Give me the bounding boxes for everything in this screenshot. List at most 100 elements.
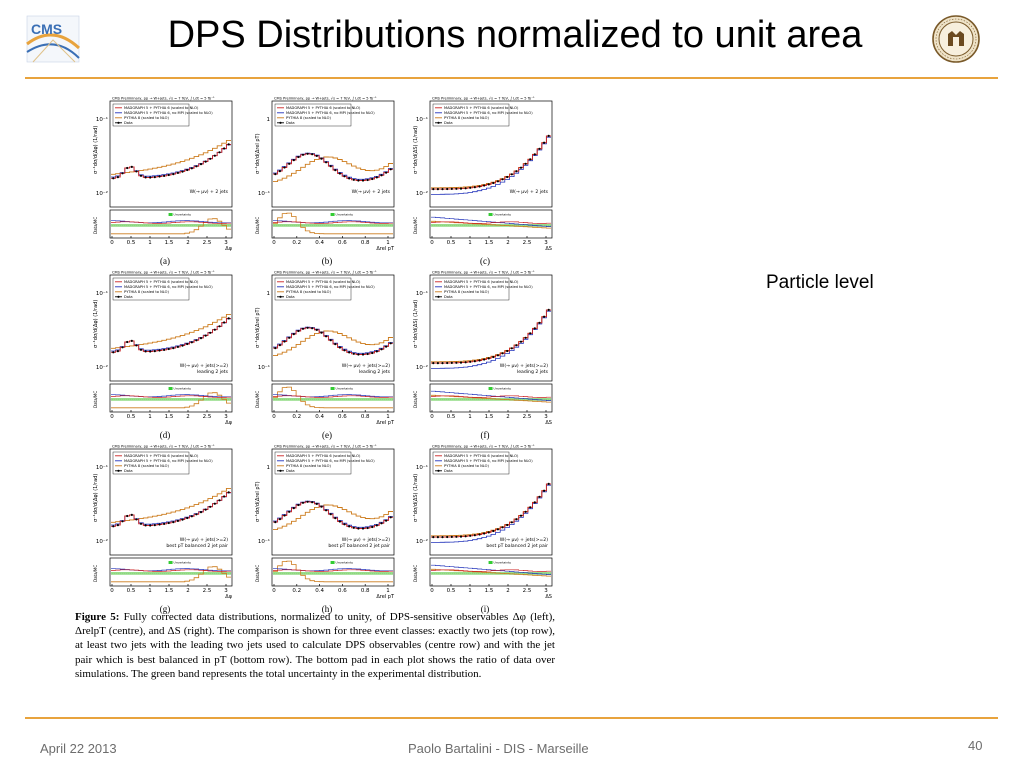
data-point (167, 173, 170, 177)
data-point (278, 518, 281, 521)
ratio-pythia8 (431, 220, 551, 229)
data-point (121, 520, 124, 523)
x-axis-label: Δrel pT (376, 420, 395, 426)
x-tick-label: 3 (544, 414, 548, 420)
figure-caption: Figure 5: Fully corrected data distribut… (75, 610, 555, 681)
data-point (163, 174, 166, 177)
data-point (380, 174, 383, 177)
data-point (209, 331, 212, 334)
uncertainty-band (111, 224, 231, 227)
x-axis-label: Δφ (225, 246, 232, 252)
legend-label: MADGRAPH 5 + PYTHIA 6 (scaled to NLO) (444, 280, 519, 284)
data-point (139, 348, 143, 351)
selection-label-2: best pT balanced 2 jet pair (486, 543, 548, 549)
y-tick-label: 10⁻¹ (258, 364, 270, 371)
selection-label: W(→ μν) + jets(>=2) (180, 537, 228, 543)
band-legend-label: Uncertainty (336, 213, 354, 217)
data-point (524, 162, 527, 165)
data-point (483, 358, 486, 361)
data-point (519, 514, 523, 517)
data-point (496, 180, 499, 183)
x-tick-label: 0 (110, 588, 114, 594)
caption-text: Fully corrected data distributions, norm… (75, 611, 556, 680)
data-point (227, 143, 230, 146)
x-tick-label: 1 (468, 240, 472, 246)
data-point (533, 327, 536, 330)
data-point (432, 188, 435, 191)
x-tick-label: 1 (148, 414, 152, 420)
legend-label: MADGRAPH 5 + PYTHIA 6 (scaled to NLO) (124, 106, 199, 110)
header-divider (25, 77, 998, 79)
data-point (450, 187, 453, 190)
x-tick-label: 2 (186, 414, 190, 420)
x-tick-label: 1 (386, 588, 390, 594)
main-frame (429, 448, 553, 556)
main-frame (109, 100, 233, 208)
dps-plot-i: CMS Preliminary, pp → W+jets, √s = 7 TeV… (410, 441, 560, 616)
data-point (529, 158, 532, 161)
x-tick-label: 0.5 (447, 240, 456, 246)
data-point (371, 525, 374, 529)
data-point (496, 354, 499, 357)
data-point (112, 177, 115, 180)
band-legend-swatch (330, 213, 335, 216)
band-legend-label: Uncertainty (494, 561, 512, 565)
dps-plot-c: CMS Preliminary, pp → W+jets, √s = 7 TeV… (410, 93, 560, 268)
data-point (436, 536, 439, 539)
dps-plot-b: CMS Preliminary, pp → W+jets, √s = 7 TeV… (252, 93, 402, 268)
data-point (209, 505, 212, 508)
data-point (306, 500, 309, 503)
ratio-madgraph-nompi (431, 216, 551, 227)
data-point (529, 332, 532, 335)
series-pythia8 (273, 330, 393, 357)
legend-label: MADGRAPH 5 + PYTHIA 6, no MPI (scaled to… (124, 111, 213, 115)
y-axis-label: σ⁻¹dσ/d(ΔS) (1/rad) (413, 474, 419, 522)
panel-label: (g) (159, 604, 171, 614)
x-tick-label: 2 (186, 240, 190, 246)
data-point (385, 171, 388, 174)
ratio-madgraph-mpi (273, 569, 393, 572)
legend-label: MADGRAPH 5 + PYTHIA 6 (scaled to NLO) (444, 454, 519, 458)
band-legend-swatch (488, 561, 493, 564)
data-point (441, 188, 444, 191)
panel-label: (h) (321, 604, 333, 614)
data-point (167, 521, 170, 525)
data-point (385, 345, 388, 348)
data-point (204, 508, 207, 511)
y-tick-label: 10⁻² (96, 538, 108, 545)
x-axis-label: Δrel pT (376, 246, 395, 252)
uncertainty-band (111, 572, 231, 575)
series-madgraph-nompi (273, 500, 393, 528)
data-point (149, 524, 152, 527)
data-point (487, 357, 490, 360)
y-axis-label: σ⁻¹dσ/d(Δrel pT) (255, 481, 261, 522)
legend-label: MADGRAPH 5 + PYTHIA 6, no MPI (scaled to… (444, 459, 533, 463)
data-point (459, 535, 463, 538)
data-point (519, 166, 523, 169)
legend-marker (437, 469, 440, 472)
data-point (547, 308, 550, 311)
y-tick-label: 10⁻² (416, 364, 428, 371)
data-point (538, 495, 541, 498)
ratio-axis-label: Data/MC (93, 565, 98, 582)
y-tick-label: 1 (267, 291, 271, 297)
selection-label: W(→ μν) + 2 jets (510, 189, 549, 195)
ratio-frame (429, 383, 553, 413)
data-point (478, 359, 481, 362)
legend-label: MADGRAPH 5 + PYTHIA 6, no MPI (scaled to… (444, 285, 533, 289)
data-point (186, 516, 189, 520)
y-axis-label: σ⁻¹dσ/d(Δrel pT) (255, 307, 261, 348)
data-point (186, 342, 189, 346)
main-frame (271, 274, 395, 382)
plot-svg: CMS Preliminary, pp → W+jets, √s = 7 TeV… (413, 97, 553, 252)
plot-header: CMS Preliminary, pp → W+jets, √s = 7 TeV… (274, 97, 377, 101)
data-point (543, 315, 546, 318)
data-point (348, 177, 351, 180)
data-point (274, 521, 277, 524)
legend-box (112, 103, 190, 127)
data-point (283, 514, 286, 517)
data-point (116, 350, 119, 353)
y-axis-label: σ⁻¹dσ/d(Δφ) (1/rad) (93, 126, 99, 174)
ratio-pythia8 (273, 560, 393, 583)
data-point (357, 527, 360, 530)
